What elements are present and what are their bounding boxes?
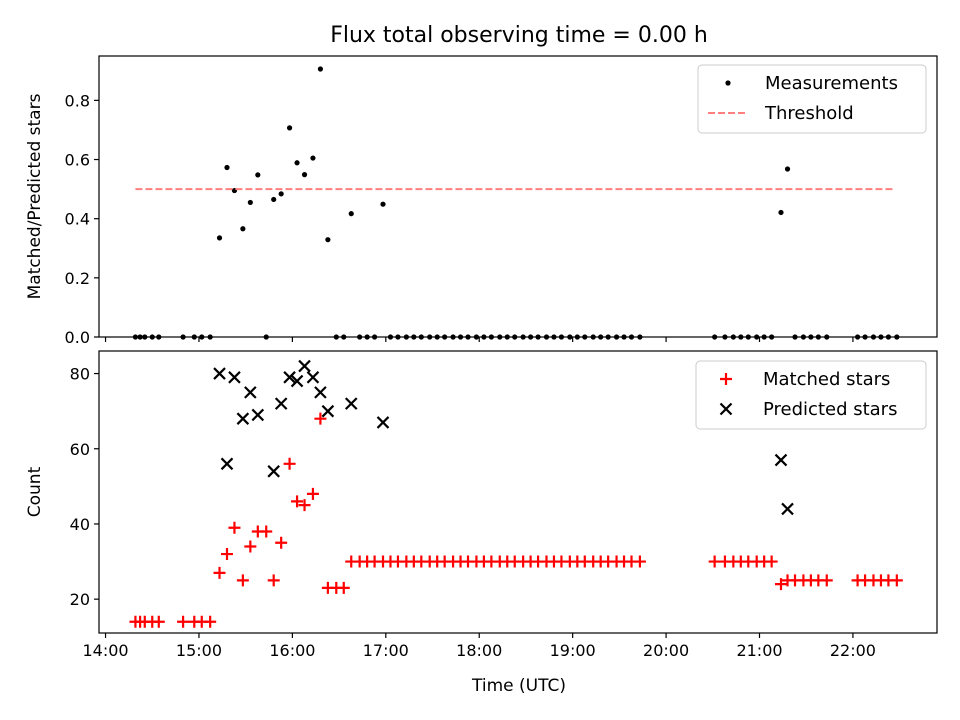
legend-swatch bbox=[719, 402, 733, 416]
predicted-point bbox=[236, 412, 250, 425]
matched-point bbox=[314, 412, 327, 425]
legend-swatch bbox=[720, 373, 732, 385]
data-point bbox=[247, 199, 253, 206]
matched-point bbox=[213, 566, 226, 579]
x-tick-label: 21:00 bbox=[736, 641, 782, 660]
data-point bbox=[301, 172, 308, 178]
matched-point bbox=[820, 574, 833, 587]
data-point bbox=[255, 172, 261, 178]
data-point bbox=[348, 211, 354, 217]
legend-label: Measurements bbox=[765, 73, 898, 94]
predicted-point bbox=[220, 457, 234, 471]
x-tick-label: 19:00 bbox=[550, 641, 596, 660]
matched-point bbox=[283, 457, 296, 470]
matched-point bbox=[177, 615, 190, 628]
x-tick-label: 22:00 bbox=[830, 641, 876, 660]
count-panel: 20 40 60 80 14:00 15:00 16:00 17:00 18:00 19:00 20… bbox=[25, 350, 938, 660]
predicted-point bbox=[774, 453, 788, 467]
data-point bbox=[317, 66, 324, 72]
data-point bbox=[224, 164, 230, 171]
predicted-point bbox=[321, 404, 335, 418]
legend-label: Threshold bbox=[764, 103, 854, 124]
y-tick-label: 80 bbox=[70, 365, 90, 384]
data-point bbox=[240, 226, 246, 232]
matched-point bbox=[298, 499, 311, 512]
matched-point bbox=[633, 555, 646, 568]
data-point bbox=[286, 125, 293, 131]
y-tick-label: 40 bbox=[70, 515, 90, 534]
predicted-point bbox=[314, 386, 327, 399]
x-tick-label: 16:00 bbox=[269, 641, 315, 660]
matched-point bbox=[236, 574, 249, 587]
y-axis-label: Count bbox=[25, 466, 45, 517]
legend: Measurements Threshold bbox=[697, 64, 927, 134]
y-tick-label: 0.4 bbox=[65, 210, 90, 229]
x-tick-label: 17:00 bbox=[363, 641, 409, 660]
data-point bbox=[271, 196, 277, 203]
predicted-point bbox=[344, 397, 358, 410]
predicted-point bbox=[290, 374, 304, 388]
predicted-point bbox=[298, 359, 311, 373]
legend-label: Predicted stars bbox=[763, 399, 897, 420]
legend-box bbox=[695, 360, 927, 430]
predicted-point bbox=[781, 502, 794, 516]
y-axis-label: Matched/Predicted stars bbox=[25, 93, 45, 299]
series-matched-stars bbox=[129, 412, 903, 628]
data-point bbox=[278, 191, 284, 197]
series-predicted-stars bbox=[213, 359, 794, 516]
y-tick-label: 0.0 bbox=[65, 328, 90, 347]
matched-point bbox=[220, 548, 233, 561]
matched-point bbox=[306, 487, 319, 500]
data-point bbox=[325, 237, 331, 243]
matched-point bbox=[244, 540, 257, 553]
x-tick-label: 18:00 bbox=[456, 641, 502, 660]
predicted-point bbox=[251, 408, 265, 422]
matched-point bbox=[260, 525, 273, 538]
data-point bbox=[380, 201, 386, 207]
matched-point bbox=[152, 615, 165, 628]
y-tick-label: 60 bbox=[70, 440, 90, 459]
x-tick-label: 15:00 bbox=[176, 641, 222, 660]
data-point bbox=[216, 235, 223, 241]
y-tick-label: 0.2 bbox=[65, 269, 90, 288]
matched-point bbox=[765, 555, 778, 568]
data-point bbox=[310, 155, 316, 161]
plot-frame bbox=[98, 55, 938, 338]
matched-point bbox=[337, 581, 350, 594]
predicted-point bbox=[244, 386, 257, 399]
matched-point bbox=[275, 536, 288, 549]
data-point bbox=[784, 166, 791, 172]
legend-box bbox=[697, 64, 927, 134]
matched-point bbox=[267, 574, 280, 587]
matched-point bbox=[228, 521, 241, 534]
matched-point bbox=[204, 615, 217, 628]
predicted-point bbox=[376, 416, 390, 429]
y-tick-label: 20 bbox=[70, 590, 90, 609]
matched-point bbox=[774, 578, 787, 591]
predicted-point bbox=[283, 371, 296, 384]
matched-point bbox=[708, 555, 721, 568]
series-measurements bbox=[132, 66, 900, 340]
predicted-point bbox=[228, 371, 241, 384]
y-tick-label: 0.6 bbox=[65, 151, 90, 170]
legend: Matched stars Predicted stars bbox=[695, 360, 927, 430]
x-tick-label: 14:00 bbox=[82, 641, 128, 660]
x-tick-label: 20:00 bbox=[643, 641, 689, 660]
predicted-point bbox=[213, 367, 226, 380]
predicted-point bbox=[306, 371, 320, 384]
predicted-point bbox=[267, 465, 280, 478]
matched-point bbox=[890, 574, 903, 587]
legend-label: Matched stars bbox=[763, 369, 890, 390]
predicted-point bbox=[274, 397, 288, 410]
data-point bbox=[294, 160, 300, 166]
ratio-panel: 0.0 0.2 0.4 0.6 0.8 Matched/Predicted stars Me… bbox=[25, 55, 938, 347]
legend-swatch bbox=[725, 80, 731, 86]
plot-frame bbox=[98, 350, 938, 634]
matched-point bbox=[291, 495, 304, 508]
data-point bbox=[778, 209, 784, 216]
y-tick-label: 0.8 bbox=[65, 91, 90, 110]
chart-title: Flux total observing time = 0.00 h bbox=[330, 23, 708, 48]
x-axis-label: Time (UTC) bbox=[471, 676, 566, 696]
